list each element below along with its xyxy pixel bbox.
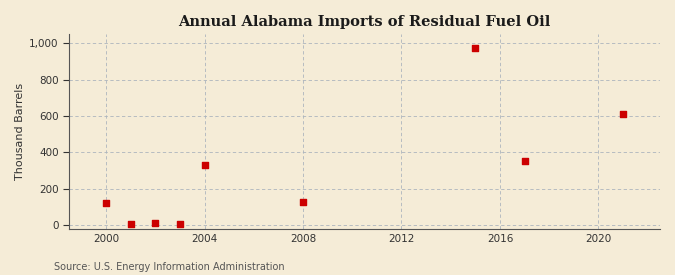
Point <box>199 163 210 167</box>
Point <box>618 112 628 116</box>
Point <box>174 222 185 226</box>
Point <box>298 200 308 205</box>
Point <box>126 222 136 226</box>
Point <box>519 158 530 163</box>
Y-axis label: Thousand Barrels: Thousand Barrels <box>15 83 25 180</box>
Text: Source: U.S. Energy Information Administration: Source: U.S. Energy Information Administ… <box>54 262 285 272</box>
Point <box>470 46 481 50</box>
Point <box>150 221 161 226</box>
Title: Annual Alabama Imports of Residual Fuel Oil: Annual Alabama Imports of Residual Fuel … <box>178 15 551 29</box>
Point <box>101 201 111 205</box>
